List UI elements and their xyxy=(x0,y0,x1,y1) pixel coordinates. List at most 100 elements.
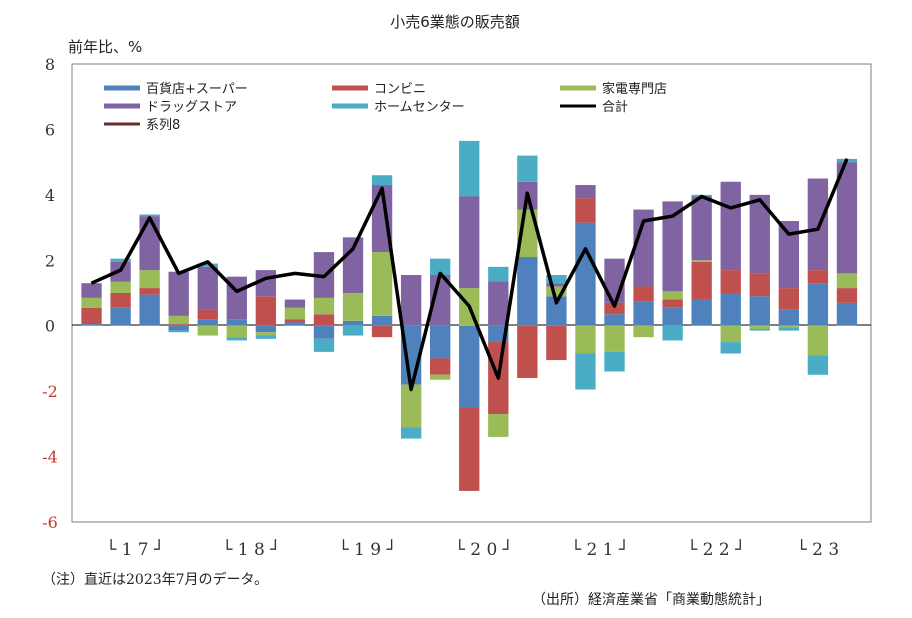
bar-segment-s2-21Q2 xyxy=(575,325,596,354)
bar-segment-s0-21Q1 xyxy=(546,296,567,326)
y-tick-label: 0 xyxy=(45,317,55,336)
bar-segment-s0-21Q4 xyxy=(633,301,654,326)
bar-segment-s1-20Q1 xyxy=(430,358,451,375)
bar-segment-s1-20Q2 xyxy=(459,407,480,491)
total-point-19Q3 xyxy=(381,187,383,189)
bar-segment-s1-19Q1 xyxy=(313,314,335,326)
bar-segment-s0-23Q2 xyxy=(807,283,829,326)
bar-segment-s4-20Q2 xyxy=(459,140,480,197)
bar-segment-s3-18Q1 xyxy=(197,266,218,310)
bar-segment-s4-18Q3 xyxy=(255,335,277,339)
bar-segment-s4-22Q3 xyxy=(720,342,741,354)
bar-segment-s3-23Q1 xyxy=(778,221,800,289)
bar-segment-s4-19Q1 xyxy=(313,338,335,352)
bar-segment-s1-17Q3 xyxy=(139,288,160,295)
bar-segment-s4-22Q4 xyxy=(749,328,770,331)
source-text: （出所）経済産業省「商業動態統計」 xyxy=(532,592,770,608)
total-point-17Q2 xyxy=(120,269,122,271)
bar-segment-s2-19Q3 xyxy=(371,252,393,316)
bar-segment-s2-19Q1 xyxy=(313,297,335,315)
bar-segment-s3-21Q4 xyxy=(633,209,654,287)
total-point-20Q2 xyxy=(468,305,470,307)
bar-segment-s2-23Q2 xyxy=(807,325,829,356)
bar-segment-s0-17Q4 xyxy=(168,325,189,331)
bar-segment-s2-22Q2 xyxy=(691,260,712,262)
bar-segment-s0-20Q2 xyxy=(459,325,480,408)
bar-segment-s1-17Q4 xyxy=(168,324,189,326)
bar-segment-s4-19Q4 xyxy=(400,427,422,439)
bar-segment-s4-21Q2 xyxy=(575,353,596,390)
bar-segment-s1-19Q3 xyxy=(371,325,393,338)
bar-segment-s2-17Q4 xyxy=(168,315,189,325)
bar-segment-s3-21Q2 xyxy=(575,185,596,199)
x-year-labels: └ 1 7 ┘ └ 1 8 ┘ └ 1 9 ┘ └ 2 0 ┘ └ 2 1 ┘ └ 2 2… xyxy=(106,539,839,560)
total-point-17Q1 xyxy=(91,282,93,284)
x-year-label: └ 2 2 ┘ xyxy=(687,539,745,560)
total-point-23Q1 xyxy=(788,233,790,235)
bar-segment-s0-18Q1 xyxy=(197,319,218,326)
total-point-19Q2 xyxy=(352,248,354,250)
bar-segment-s3-17Q4 xyxy=(168,271,189,316)
total-point-18Q4 xyxy=(294,272,296,274)
total-point-22Q2 xyxy=(701,195,703,197)
bar-segment-s2-17Q2 xyxy=(110,281,131,293)
bar-segment-s0-19Q2 xyxy=(342,320,364,326)
bar-segment-s2-20Q1 xyxy=(430,374,451,380)
bar-segment-s2-22Q1 xyxy=(662,291,683,300)
total-point-22Q3 xyxy=(730,207,732,209)
bar-segment-s1-20Q4 xyxy=(517,325,538,379)
bar-segment-s0-19Q1 xyxy=(313,325,335,339)
bar-segment-s1-23Q3 xyxy=(836,288,858,303)
bar-segment-s2-23Q3 xyxy=(836,273,858,289)
bar-segment-s0-20Q1 xyxy=(430,325,451,359)
bar-segment-s0-17Q3 xyxy=(139,294,160,326)
total-point-20Q1 xyxy=(439,272,441,274)
bar-segment-s3-17Q1 xyxy=(81,283,102,298)
bar-segment-s3-22Q4 xyxy=(749,194,770,274)
bar-segment-s1-22Q4 xyxy=(749,273,770,297)
total-line-series xyxy=(90,158,849,392)
bar-segment-s0-18Q3 xyxy=(255,325,277,333)
bar-segment-s3-21Q1 xyxy=(546,283,567,287)
bar-segment-s4-20Q3 xyxy=(488,266,509,282)
bar-segment-s3-19Q4 xyxy=(400,275,422,326)
total-point-22Q1 xyxy=(672,215,674,217)
bar-segment-s4-22Q1 xyxy=(662,325,683,341)
bar-segment-s1-22Q1 xyxy=(662,299,683,308)
bar-segment-s2-17Q1 xyxy=(81,297,102,308)
bar-segment-s2-20Q3 xyxy=(488,414,509,437)
bar-segment-s4-21Q3 xyxy=(604,351,625,372)
bar-segment-s0-23Q1 xyxy=(778,309,800,326)
bar-segment-s1-23Q1 xyxy=(778,288,800,310)
bar-segment-s4-23Q2 xyxy=(807,355,829,375)
total-point-21Q2 xyxy=(584,248,586,250)
legend-label-dept-super: 百貨店+スーパー xyxy=(146,81,248,97)
plot-frame xyxy=(71,63,872,523)
y-tick-label: -4 xyxy=(42,448,58,467)
bar-segment-s0-23Q3 xyxy=(836,302,858,326)
bar-segment-s0-22Q1 xyxy=(662,307,683,326)
y-tick-labels: 8 6 4 2 0 -2 -4 -6 xyxy=(42,55,58,532)
total-point-18Q1 xyxy=(207,261,209,263)
bar-segment-s1-21Q4 xyxy=(633,286,654,302)
legend-label-electronics: 家電専門店 xyxy=(602,81,667,97)
bar-segment-s3-18Q4 xyxy=(284,299,306,308)
legend-label-convenience: コンビニ xyxy=(374,82,426,97)
total-point-19Q4 xyxy=(410,389,412,391)
bar-segment-s0-22Q4 xyxy=(749,296,770,326)
total-point-20Q3 xyxy=(497,377,499,379)
bar-segment-s2-19Q2 xyxy=(342,293,364,321)
note-text: （注）直近は2023年7月のデータ。 xyxy=(42,571,268,588)
bar-segment-s0-17Q1 xyxy=(81,324,102,326)
bar-segment-s3-23Q2 xyxy=(807,178,829,271)
bar-segment-s1-17Q2 xyxy=(110,293,131,308)
bar-segment-s2-18Q3 xyxy=(255,332,277,336)
bar-segment-s0-21Q3 xyxy=(604,314,625,326)
bar-segment-s4-18Q2 xyxy=(226,337,247,341)
bar-segment-s4-17Q2 xyxy=(110,258,131,262)
legend-label-series8: 系列8 xyxy=(146,118,180,133)
x-year-label: └ 2 3 xyxy=(797,539,840,560)
bar-segment-s1-23Q2 xyxy=(807,270,829,284)
x-year-label: └ 2 1 ┘ xyxy=(571,539,629,560)
